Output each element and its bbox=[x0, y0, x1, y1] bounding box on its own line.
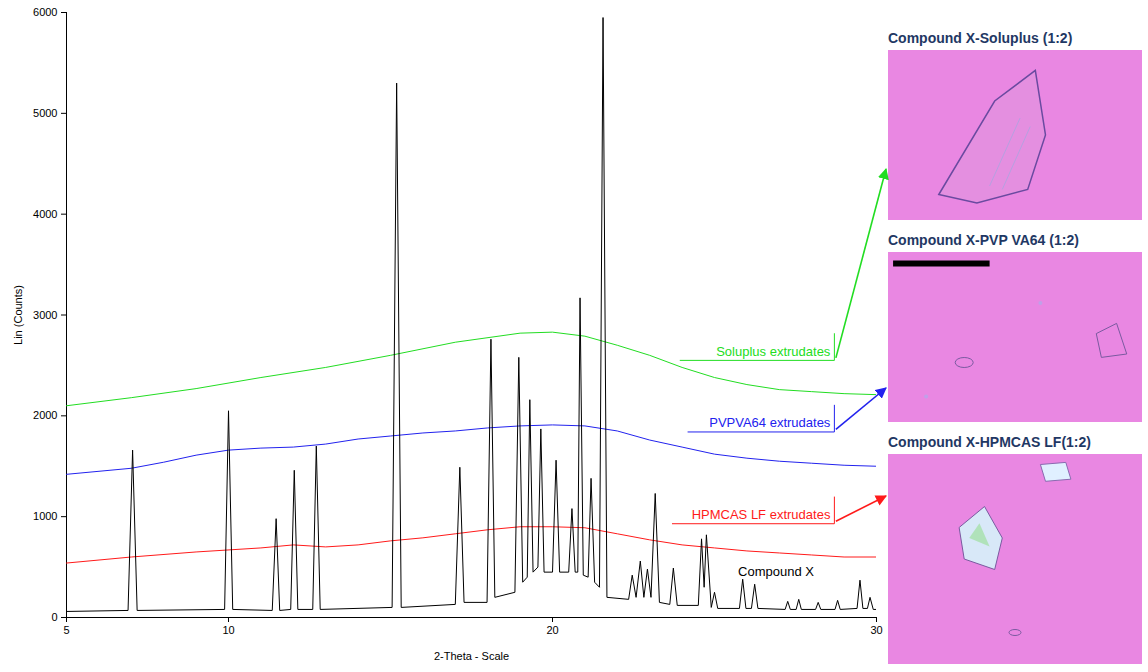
svg-text:10: 10 bbox=[222, 624, 234, 636]
svg-text:2-Theta - Scale: 2-Theta - Scale bbox=[434, 650, 509, 662]
svg-text:2000: 2000 bbox=[33, 409, 57, 421]
svg-text:20: 20 bbox=[546, 624, 558, 636]
svg-text:0: 0 bbox=[51, 611, 57, 623]
svg-text:PVPVA64 extrudates: PVPVA64 extrudates bbox=[709, 415, 831, 430]
html-text:Compound X-HPMCAS LF(1:2): Compound X-HPMCAS LF(1:2) bbox=[888, 434, 1091, 450]
svg-text:1000: 1000 bbox=[33, 510, 57, 522]
svg-text:Soluplus extrudates: Soluplus extrudates bbox=[716, 344, 831, 359]
svg-text:3000: 3000 bbox=[33, 309, 57, 321]
svg-text:5: 5 bbox=[63, 624, 69, 636]
svg-text:5000: 5000 bbox=[33, 107, 57, 119]
svg-text:Compound X: Compound X bbox=[738, 564, 814, 579]
svg-text:Lin (Counts): Lin (Counts) bbox=[12, 285, 24, 345]
svg-text:6000: 6000 bbox=[33, 6, 57, 18]
svg-text:HPMCAS LF extrudates: HPMCAS LF extrudates bbox=[692, 507, 831, 522]
svg-text:30: 30 bbox=[870, 624, 882, 636]
html-text:Compound X-Soluplus (1:2): Compound X-Soluplus (1:2) bbox=[888, 30, 1073, 46]
html-text:Compound X-PVP VA64 (1:2): Compound X-PVP VA64 (1:2) bbox=[888, 232, 1079, 248]
svg-text:4000: 4000 bbox=[33, 208, 57, 220]
